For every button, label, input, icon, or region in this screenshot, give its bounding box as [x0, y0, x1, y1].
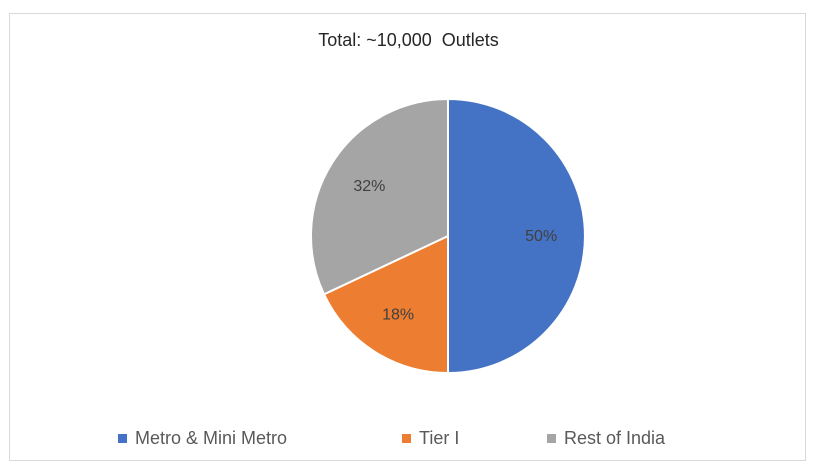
- pie-label-rest-of-india: 32%: [353, 178, 385, 195]
- pie-slice-metro: [447, 97, 586, 375]
- legend-item-tier-i: Tier I: [402, 428, 459, 449]
- legend: Metro & Mini Metro Tier I Rest of India: [10, 428, 807, 452]
- chart-title: Total: ~10,000 Outlets: [318, 30, 499, 50]
- legend-label-tier-i: Tier I: [419, 428, 460, 448]
- pie-label-tier-i: 18%: [382, 307, 414, 324]
- legend-label-metro: Metro & Mini Metro: [135, 428, 288, 448]
- legend-swatch-metro: [118, 434, 127, 443]
- pie-chart: 50% 18% 32%: [310, 97, 586, 375]
- chart-area: Total: ~10,000 Outlets 50% 18% 32% Metro &…: [9, 13, 806, 461]
- legend-item-metro: Metro & Mini Metro: [118, 428, 287, 449]
- legend-swatch-tier-i: [402, 434, 411, 443]
- pie-slice-tier-i: [322, 234, 449, 375]
- pie-slice-rest-of-india: [310, 97, 449, 296]
- pie-label-metro: 50%: [525, 228, 557, 245]
- legend-item-rest-of-india: Rest of India: [547, 428, 665, 449]
- legend-label-rest-of-india: Rest of India: [564, 428, 666, 448]
- legend-swatch-rest-of-india: [547, 434, 556, 443]
